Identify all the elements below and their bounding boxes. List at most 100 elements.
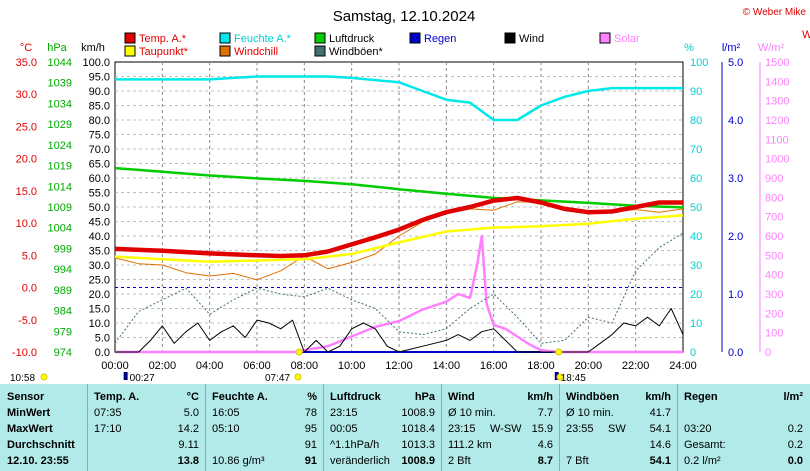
legend-label: Windchill bbox=[234, 46, 278, 58]
wind-tick-label: 90.0 bbox=[89, 86, 110, 98]
stats-humidity: Feuchte A.% 16:05 78 05:10 95 91 10.86 g/m³ 91 bbox=[206, 384, 324, 471]
temp-tick-label: -5.0 bbox=[18, 315, 37, 327]
humidity-tick-label: 60 bbox=[690, 173, 702, 185]
time-tick-label: 04:00 bbox=[196, 360, 224, 372]
solar-tick-label: 0 bbox=[765, 347, 771, 359]
stat-value: 13.8 bbox=[177, 455, 199, 467]
stat-label: 00:05 bbox=[330, 423, 358, 435]
series-line-taupunkt bbox=[114, 214, 684, 264]
temp-tick-label: -10.0 bbox=[12, 347, 37, 359]
brand-link[interactable]: © Weber Mike bbox=[743, 7, 807, 18]
stat-value: 0.2 bbox=[787, 439, 803, 451]
solar-tick-label: 300 bbox=[765, 289, 783, 301]
wind-tick-label: 70.0 bbox=[89, 144, 110, 156]
legend-swatch bbox=[314, 45, 326, 57]
wind-tick-label: 15.0 bbox=[89, 304, 110, 316]
pressure-tick-label: 994 bbox=[54, 264, 72, 276]
stat-value: 7.7 bbox=[537, 407, 553, 419]
rain-tick-label: 4.0 bbox=[728, 115, 743, 127]
chart-title: Samstag, 12.10.2024 bbox=[333, 8, 476, 25]
humidity-tick-label: 20 bbox=[690, 289, 702, 301]
series-line-feuchtea bbox=[115, 75, 683, 122]
wind-tick-label: 60.0 bbox=[89, 173, 110, 185]
solar-tick-label: 1400 bbox=[765, 76, 789, 88]
stat-label: 03:20 bbox=[684, 423, 712, 435]
rain-tick-label: 0.0 bbox=[728, 347, 743, 359]
solar-tick-label: 100 bbox=[765, 328, 783, 340]
stat-value: 91 bbox=[304, 439, 317, 451]
stat-value: 0.2 bbox=[787, 423, 803, 435]
stat-unit: % bbox=[307, 391, 317, 403]
solar-tick-label: 400 bbox=[765, 270, 783, 282]
temp-tick-label: 25.0 bbox=[16, 121, 37, 133]
stat-value: 14.6 bbox=[649, 439, 671, 451]
rain-tick-label: 5.0 bbox=[728, 57, 743, 69]
solar-tick-label: 1000 bbox=[765, 154, 789, 166]
humidity-tick-label: 70 bbox=[690, 144, 702, 156]
sensor-row-label: MinWert bbox=[7, 407, 51, 419]
stat-header: Wind bbox=[448, 391, 475, 403]
solar-tick-label: 1500 bbox=[765, 57, 789, 69]
stat-label: Ø 10 min. bbox=[448, 407, 496, 419]
sunset-time: 18:45 bbox=[561, 373, 586, 384]
legend: Temp. A.* Feuchte A.* Luftdruck Regen Wind So… bbox=[124, 32, 640, 58]
sun-moon-markers: 00:27 10:58 07:47 18:45 bbox=[10, 348, 586, 384]
stat-label: 07:35 bbox=[94, 407, 122, 419]
stat-label: 05:10 bbox=[212, 423, 240, 435]
wind-tick-label: 10.0 bbox=[89, 318, 110, 330]
rain-unit: l/m² bbox=[722, 42, 741, 54]
rain-tick-label: 2.0 bbox=[728, 231, 743, 243]
time-tick-label: 02:00 bbox=[149, 360, 177, 372]
solar-unit: W/m² bbox=[758, 42, 785, 54]
axes: 35.0 30.0 25.0 20.0 15.0 10.0 5.0 0.0 -5.0 -10.0 1… bbox=[12, 57, 790, 372]
moonrise-time: 00:27 bbox=[130, 373, 155, 384]
stat-label: ^1.1hPa/h bbox=[330, 439, 380, 451]
series bbox=[114, 75, 684, 354]
time-tick-label: 00:00 bbox=[101, 360, 129, 372]
stat-label: 17:10 bbox=[94, 423, 122, 435]
solar-tick-label: 1300 bbox=[765, 96, 789, 108]
pressure-tick-label: 1024 bbox=[48, 140, 72, 152]
stat-label: Gesamt: bbox=[684, 439, 726, 451]
legend-label: Taupunkt* bbox=[139, 46, 189, 58]
moonset-time: 10:58 bbox=[10, 373, 35, 384]
humidity-tick-label: 40 bbox=[690, 231, 702, 243]
stat-direction: W-SW bbox=[490, 423, 522, 435]
temp-tick-label: 30.0 bbox=[16, 89, 37, 101]
series-line-windben bbox=[114, 232, 684, 344]
legend-swatch bbox=[504, 32, 516, 44]
solar-tick-label: 1100 bbox=[765, 134, 789, 146]
stat-value: 1008.9 bbox=[401, 455, 435, 467]
sunset-icon bbox=[555, 348, 563, 356]
legend-swatch bbox=[219, 45, 231, 57]
humidity-tick-label: 10 bbox=[690, 318, 702, 330]
solar-tick-label: 600 bbox=[765, 231, 783, 243]
stats-wind: Wind km/h Ø 10 min. 7.7 23:15 W-SW 15.9 111.2 k… bbox=[442, 384, 560, 471]
stat-header: Temp. A. bbox=[94, 391, 140, 403]
solar-tick-label: 800 bbox=[765, 192, 783, 204]
solar-tick-label: 500 bbox=[765, 250, 783, 262]
stats-gusts: Windböen km/h Ø 10 min. 41.7 23:55 SW 54.1 14.6… bbox=[560, 384, 678, 471]
stat-value: 15.9 bbox=[531, 423, 553, 435]
stat-unit: l/m² bbox=[783, 391, 803, 403]
temp-tick-label: 5.0 bbox=[22, 250, 37, 262]
temp-tick-label: 35.0 bbox=[16, 57, 37, 69]
wind-tick-label: 55.0 bbox=[89, 188, 110, 200]
stat-value: 91 bbox=[304, 455, 317, 467]
time-tick-label: 20:00 bbox=[575, 360, 603, 372]
pressure-tick-label: 1019 bbox=[48, 161, 72, 173]
wind-tick-label: 65.0 bbox=[89, 159, 110, 171]
sensor-row-label: Durchschnitt bbox=[7, 439, 75, 451]
legend-swatch bbox=[409, 32, 421, 44]
legend-label: Feuchte A.* bbox=[234, 33, 292, 45]
sensor-header: Sensor bbox=[7, 391, 45, 403]
time-tick-label: 22:00 bbox=[622, 360, 650, 372]
legend-label: Wind bbox=[519, 33, 544, 45]
stats-pressure: Luftdruck hPa 23:15 1008.9 00:05 1018.4 ^1.1hP… bbox=[324, 384, 442, 471]
stat-value: 1013.3 bbox=[401, 439, 435, 451]
wind-tick-label: 45.0 bbox=[89, 217, 110, 229]
wind-tick-label: 85.0 bbox=[89, 101, 110, 113]
wind-tick-label: 0.0 bbox=[95, 347, 110, 359]
sunrise-time: 07:47 bbox=[265, 373, 290, 384]
time-tick-label: 10:00 bbox=[338, 360, 366, 372]
